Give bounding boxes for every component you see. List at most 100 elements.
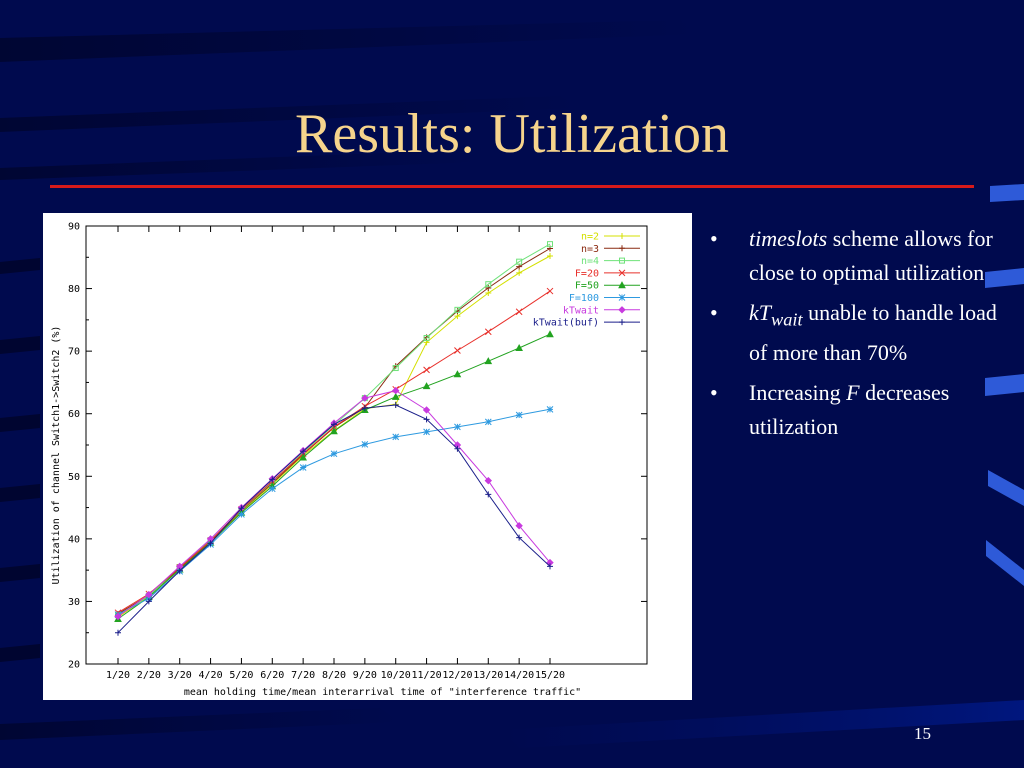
data-point <box>546 287 554 295</box>
plot-frame <box>85 225 648 665</box>
background-stripe <box>985 374 1024 396</box>
data-point <box>238 511 245 518</box>
data-point <box>454 423 461 431</box>
data-point <box>207 540 214 547</box>
legend-label: F=50 <box>575 281 599 292</box>
x-tick-label: 11/20 <box>412 670 442 681</box>
background-stripe <box>0 336 40 354</box>
data-point <box>423 416 430 423</box>
x-tick-label: 12/20 <box>442 670 472 681</box>
x-tick-label: 6/20 <box>260 670 284 681</box>
bullet-item: • kTwait unable to handle load of more t… <box>710 296 1010 370</box>
data-point <box>392 401 399 408</box>
bullet-emphasis: timeslots <box>749 226 828 251</box>
data-point <box>547 253 553 260</box>
y-tick-label: 40 <box>68 534 80 545</box>
y-tick-label: 60 <box>68 409 80 420</box>
slide-title: Results: Utilization <box>295 103 729 165</box>
bullet-text: decreases utilization <box>749 380 950 440</box>
background-stripe <box>0 484 40 502</box>
data-point <box>391 392 400 400</box>
data-point <box>392 433 400 441</box>
series-line <box>117 408 551 616</box>
data-point <box>299 464 307 471</box>
data-point <box>300 448 307 455</box>
data-point <box>485 284 492 291</box>
x-tick-label: 7/20 <box>291 670 315 681</box>
data-point <box>268 485 276 493</box>
data-point <box>516 269 523 276</box>
data-point <box>515 343 523 352</box>
data-point <box>618 281 626 289</box>
x-tick-label: 3/20 <box>168 670 192 681</box>
data-point <box>115 629 121 636</box>
background-stripe <box>0 414 40 432</box>
bullet-item: • timeslots scheme allows for close to o… <box>710 222 1010 290</box>
data-point <box>515 308 523 316</box>
background-stripe <box>986 540 1024 586</box>
y-axis-label: Utilization of channel Switch1->Switch2 … <box>51 326 62 585</box>
title-underline <box>50 185 974 188</box>
x-tick-label: 9/20 <box>353 670 377 681</box>
series-line <box>117 404 551 634</box>
data-point <box>423 428 430 436</box>
legend-label: n=2 <box>581 232 599 243</box>
background-stripe <box>0 644 40 662</box>
data-point <box>299 453 307 461</box>
page-number: 15 <box>914 724 931 743</box>
bullet-dot: • <box>710 300 718 325</box>
data-point <box>454 313 461 320</box>
data-point <box>454 445 461 452</box>
data-point <box>145 590 153 599</box>
data-point <box>485 491 492 498</box>
background-stripe <box>988 470 1024 506</box>
legend-label: kTwait <box>563 305 599 316</box>
background-stripe <box>0 150 480 180</box>
data-point <box>238 505 245 512</box>
x-tick-label: 10/20 <box>381 670 411 681</box>
data-point <box>485 281 492 288</box>
data-point <box>619 319 625 326</box>
data-point <box>330 427 338 435</box>
y-tick-label: 50 <box>68 472 80 483</box>
background-stripe <box>985 268 1024 288</box>
data-point <box>331 421 337 428</box>
y-tick-label: 80 <box>68 284 80 295</box>
data-point <box>423 335 430 342</box>
data-point <box>176 567 183 574</box>
bullet-item: • Increasing F decreases utilization <box>710 376 1010 444</box>
x-tick-label: 2/20 <box>137 670 161 681</box>
x-axis-label: mean holding time/mean interarrival time… <box>184 687 581 698</box>
data-point <box>515 522 523 530</box>
data-point <box>546 405 554 413</box>
data-point <box>145 598 152 605</box>
data-point <box>516 534 523 541</box>
data-point <box>422 406 431 414</box>
data-point <box>484 476 492 485</box>
data-point <box>269 476 276 483</box>
data-point <box>619 245 625 252</box>
data-point <box>361 394 369 402</box>
legend-label: kTwait(buf) <box>533 318 599 329</box>
legend-label: n=4 <box>581 256 599 267</box>
background-stripe <box>990 184 1024 202</box>
x-tick-label: 4/20 <box>199 670 223 681</box>
bullet-dot: • <box>710 380 718 406</box>
data-point <box>423 366 430 374</box>
legend-label: F=100 <box>569 293 599 304</box>
background-stripe <box>0 564 40 582</box>
x-tick-label: 13/20 <box>473 670 503 681</box>
data-point <box>484 418 492 426</box>
bullet-dot: • <box>710 226 718 251</box>
y-tick-label: 70 <box>68 347 80 358</box>
data-point <box>484 328 492 336</box>
x-tick-label: 8/20 <box>322 670 346 681</box>
y-tick-label: 30 <box>68 597 80 608</box>
bullet-emphasis: F <box>846 380 860 406</box>
data-point <box>145 594 153 602</box>
data-point <box>453 370 462 378</box>
bullet-subscript: wait <box>771 309 803 330</box>
data-point <box>392 386 400 395</box>
bullet-emphasis: kT <box>749 300 771 325</box>
background-stripe <box>0 708 400 740</box>
